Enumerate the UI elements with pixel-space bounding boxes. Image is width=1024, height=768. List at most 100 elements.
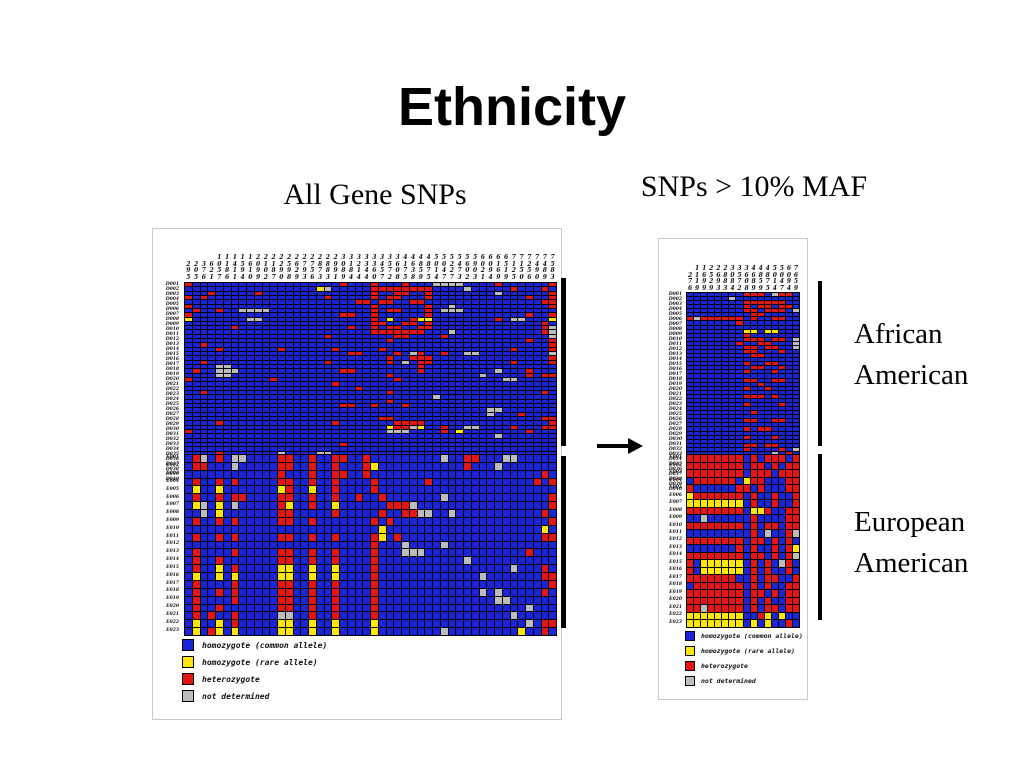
genotype-cell xyxy=(192,417,200,421)
genotype-cell xyxy=(340,421,347,425)
genotype-cell xyxy=(247,417,254,421)
genotype-cell xyxy=(409,494,417,502)
genotype-cell xyxy=(278,369,285,373)
genotype-cell xyxy=(278,421,285,425)
genotype-cell xyxy=(262,412,270,417)
genotype-cell xyxy=(417,295,425,300)
genotype-cell xyxy=(792,620,799,627)
genotype-cell xyxy=(247,391,254,395)
genotype-cell xyxy=(549,304,556,308)
genotype-cell xyxy=(743,370,750,374)
genotype-cell xyxy=(340,628,347,635)
genotype-cell xyxy=(518,620,525,628)
genotype-cell xyxy=(301,580,308,588)
genotype-cell xyxy=(293,412,301,417)
genotype-cell xyxy=(471,462,479,470)
genotype-cell xyxy=(792,522,799,530)
genotype-cell xyxy=(417,421,425,425)
genotype-cell xyxy=(270,565,277,572)
genotype-cell xyxy=(785,477,792,485)
genotype-cell xyxy=(764,329,771,333)
genotype-cell xyxy=(687,402,694,407)
genotype-cell xyxy=(464,443,471,447)
genotype-cell xyxy=(701,358,708,362)
genotype-cell xyxy=(347,317,355,321)
genotype-cell xyxy=(510,408,518,412)
genotype-cell xyxy=(448,378,456,382)
genotype-cell xyxy=(526,421,533,425)
genotype-cell xyxy=(440,386,448,391)
genotype-cell xyxy=(495,421,502,425)
genotype-cell xyxy=(510,417,518,421)
genotype-cell xyxy=(316,391,324,395)
genotype-cell xyxy=(247,470,254,478)
genotype-cell xyxy=(541,455,549,462)
genotype-cell xyxy=(371,434,378,438)
genotype-cell xyxy=(262,451,270,455)
genotype-cell xyxy=(757,620,764,627)
genotype-cell xyxy=(715,333,722,337)
genotype-cell xyxy=(378,308,386,313)
genotype-cell xyxy=(764,462,771,470)
genotype-cell xyxy=(722,620,729,627)
genotype-cell xyxy=(549,502,556,510)
genotype-cell xyxy=(549,369,556,373)
genotype-cell xyxy=(722,455,729,462)
genotype-cell xyxy=(332,378,339,382)
row-label: D022 xyxy=(668,397,682,402)
genotype-cell xyxy=(262,494,270,502)
genotype-cell xyxy=(363,330,370,334)
genotype-cell xyxy=(541,386,549,391)
genotype-cell xyxy=(316,378,324,382)
genotype-cell xyxy=(541,588,549,596)
genotype-cell xyxy=(262,295,270,300)
genotype-cell xyxy=(200,304,208,308)
genotype-cell xyxy=(708,337,715,341)
genotype-cell xyxy=(687,567,694,575)
genotype-cell xyxy=(771,443,778,447)
genotype-cell xyxy=(347,525,355,533)
genotype-cell xyxy=(778,530,785,537)
genotype-cell xyxy=(216,628,223,635)
genotype-cell xyxy=(533,573,541,580)
genotype-cell xyxy=(487,421,494,425)
genotype-cell xyxy=(778,362,785,366)
genotype-cell xyxy=(192,628,200,635)
genotype-cell xyxy=(185,347,192,352)
genotype-cell xyxy=(332,343,339,347)
genotype-cell xyxy=(687,349,694,354)
genotype-cell xyxy=(208,425,215,430)
genotype-cell xyxy=(715,447,722,451)
genotype-cell xyxy=(757,341,764,345)
genotype-cell xyxy=(371,395,378,399)
genotype-cell xyxy=(785,293,792,297)
genotype-cell xyxy=(694,317,701,321)
genotype-cell xyxy=(757,374,764,378)
genotype-cell xyxy=(262,430,270,434)
genotype-cell xyxy=(694,537,701,545)
genotype-cell xyxy=(510,356,518,360)
genotype-cell xyxy=(743,419,750,423)
genotype-cell xyxy=(355,580,363,588)
genotype-cell xyxy=(301,330,308,334)
genotype-cell xyxy=(200,386,208,391)
genotype-cell xyxy=(729,435,736,439)
genotype-cell xyxy=(736,407,743,411)
row-label: E008 xyxy=(166,510,179,516)
genotype-cell xyxy=(324,304,332,308)
genotype-cell xyxy=(316,313,324,317)
genotype-cell xyxy=(456,549,463,557)
genotype-cell xyxy=(231,612,239,620)
genotype-cell xyxy=(495,304,502,308)
genotype-cell xyxy=(394,408,401,412)
genotype-cell xyxy=(363,391,370,395)
genotype-cell xyxy=(518,412,525,417)
row-label: E012 xyxy=(669,537,682,543)
genotype-cell xyxy=(409,343,417,347)
genotype-cell xyxy=(402,295,409,300)
genotype-cell xyxy=(270,502,277,510)
genotype-cell xyxy=(495,502,502,510)
genotype-cell xyxy=(254,434,262,438)
genotype-cell xyxy=(533,430,541,434)
